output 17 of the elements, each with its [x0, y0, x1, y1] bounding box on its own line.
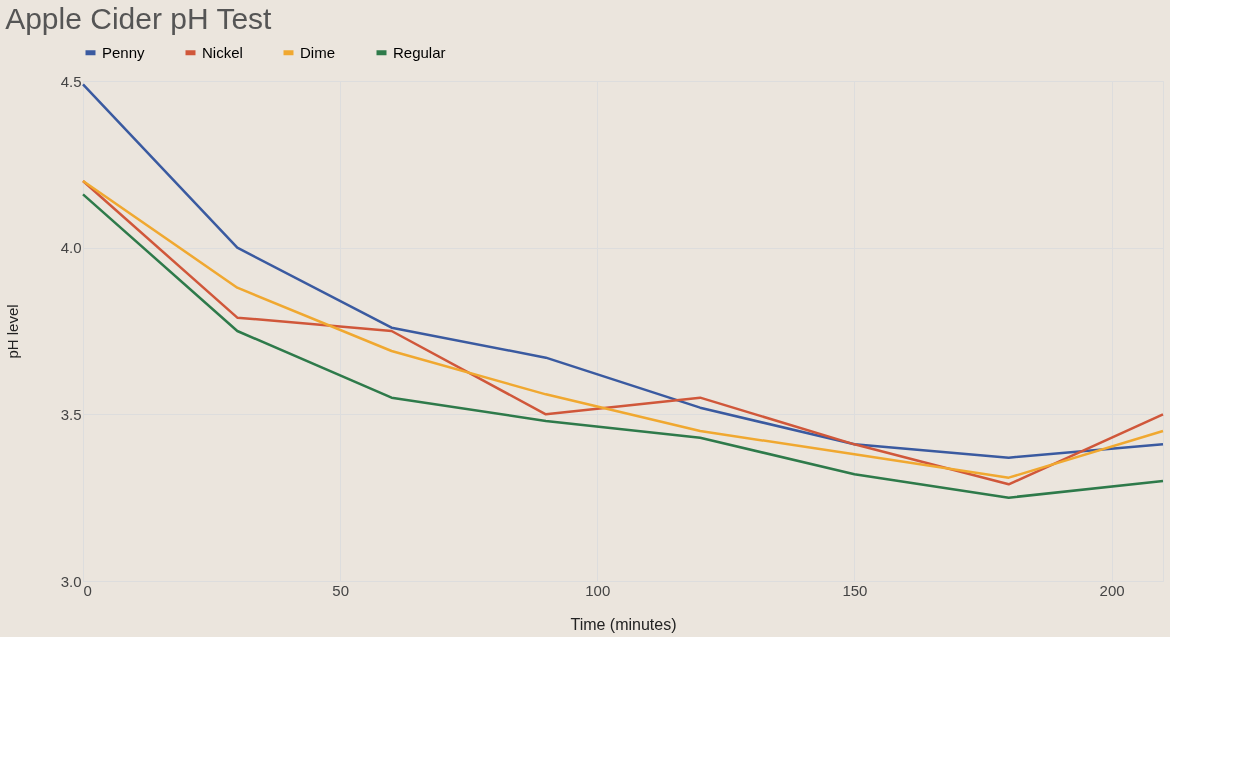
y-tick-label: 4.5 [60, 72, 82, 90]
x-axis-title: Time (minutes) [570, 615, 677, 633]
y-tick-label: 3.5 [60, 405, 82, 423]
y-axis-title: pH level [3, 304, 21, 359]
legend-label: Nickel [202, 43, 243, 61]
y-tick-label: 3.0 [60, 572, 82, 590]
x-tick-label: 200 [1099, 581, 1125, 599]
legend-label: Regular [393, 43, 446, 61]
chart-title: Apple Cider pH Test [5, 2, 273, 35]
x-tick-label: 150 [842, 581, 868, 599]
line-series [81, 83, 1165, 459]
y-tick-label: 4.0 [60, 239, 82, 257]
x-tick-label: 50 [332, 581, 349, 599]
legend-label: Dime [300, 43, 336, 61]
x-tick-label: 0 [83, 581, 92, 599]
legend-label: Penny [102, 43, 146, 61]
x-tick-label: 100 [585, 581, 611, 599]
